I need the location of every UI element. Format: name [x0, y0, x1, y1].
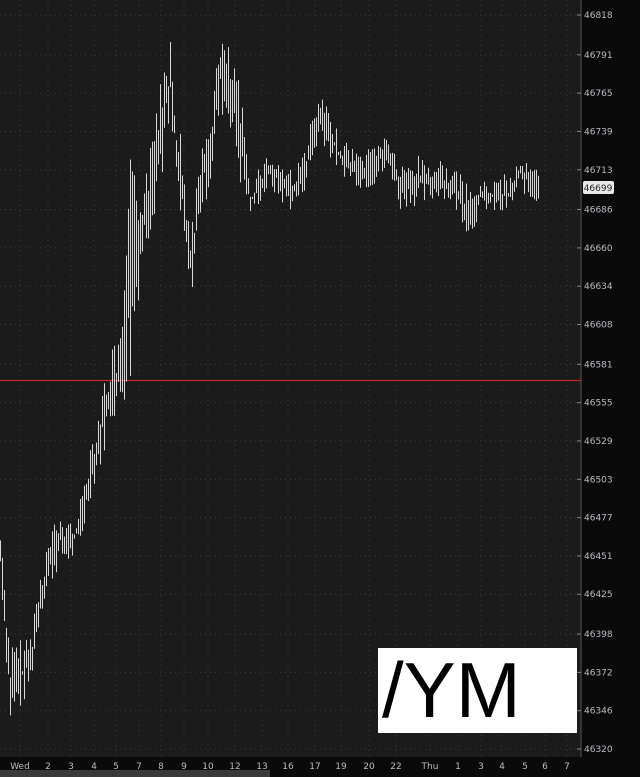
y-tick-label: 46686: [584, 206, 613, 216]
horizontal-scrollbar[interactable]: [0, 770, 270, 777]
x-tick-label: 12: [229, 762, 240, 772]
y-tick-label: 46739: [584, 127, 613, 137]
price-bars: [0, 41, 539, 716]
x-tick-label: 4: [91, 762, 97, 772]
y-tick-label: 46451: [584, 552, 613, 562]
y-tick-label: 46555: [584, 399, 613, 409]
time-axis[interactable]: Wed 2 3 4 5 7 8 9 10 12 13 16 17 19 20 22 Thu 1 3 4 5 6 7: [10, 762, 570, 772]
y-tick-label: 46791: [584, 51, 613, 61]
y-tick-label: 46529: [584, 437, 613, 447]
symbol-label: /YM: [382, 646, 521, 734]
x-tick-label: 7: [564, 762, 570, 772]
price-axis[interactable]: 46818 46791 46765 46739 46713 46686 46660 46634…: [577, 11, 613, 755]
y-tick-label: 46660: [584, 244, 613, 254]
x-tick-label: Thu: [421, 762, 439, 772]
x-tick-label: 9: [181, 762, 187, 772]
x-tick-label: 22: [390, 762, 401, 772]
grid: [0, 0, 581, 757]
y-tick-label: 46634: [584, 282, 613, 292]
x-tick-label: 5: [113, 762, 119, 772]
x-tick-label: 3: [478, 762, 484, 772]
symbol-label-box: /YM: [378, 646, 577, 734]
x-tick-label: 2: [45, 762, 51, 772]
x-tick-label: 16: [282, 762, 294, 772]
y-tick-label: 46372: [584, 668, 613, 678]
y-tick-label: 46477: [584, 514, 613, 524]
y-tick-label: 46818: [584, 11, 613, 21]
y-tick-label: 46346: [584, 707, 613, 717]
y-tick-label: 46713: [584, 166, 613, 176]
x-tick-label: 3: [68, 762, 74, 772]
x-tick-label: 8: [158, 762, 164, 772]
y-tick-label: 46581: [584, 360, 613, 370]
y-tick-label: 46608: [584, 321, 613, 331]
plot-area: [0, 0, 581, 757]
x-tick-label: 17: [309, 762, 320, 772]
x-tick-label: 20: [363, 762, 375, 772]
x-tick-label: 5: [522, 762, 528, 772]
x-tick-label: 7: [136, 762, 142, 772]
last-price-label: 46699: [584, 184, 613, 194]
y-tick-label: 46425: [584, 590, 613, 600]
last-price-tag: 46699: [583, 181, 614, 194]
y-tick-label: 46503: [584, 475, 613, 485]
x-tick-label: 4: [499, 762, 505, 772]
y-tick-label: 46765: [584, 89, 613, 99]
x-tick-label: 19: [335, 762, 347, 772]
y-tick-label: 46320: [584, 745, 613, 755]
x-tick-label: Wed: [10, 762, 30, 772]
y-tick-label: 46398: [584, 630, 613, 640]
x-tick-label: 10: [202, 762, 214, 772]
x-tick-label: 13: [256, 762, 267, 772]
x-tick-label: 1: [455, 762, 461, 772]
x-tick-label: 6: [542, 762, 548, 772]
